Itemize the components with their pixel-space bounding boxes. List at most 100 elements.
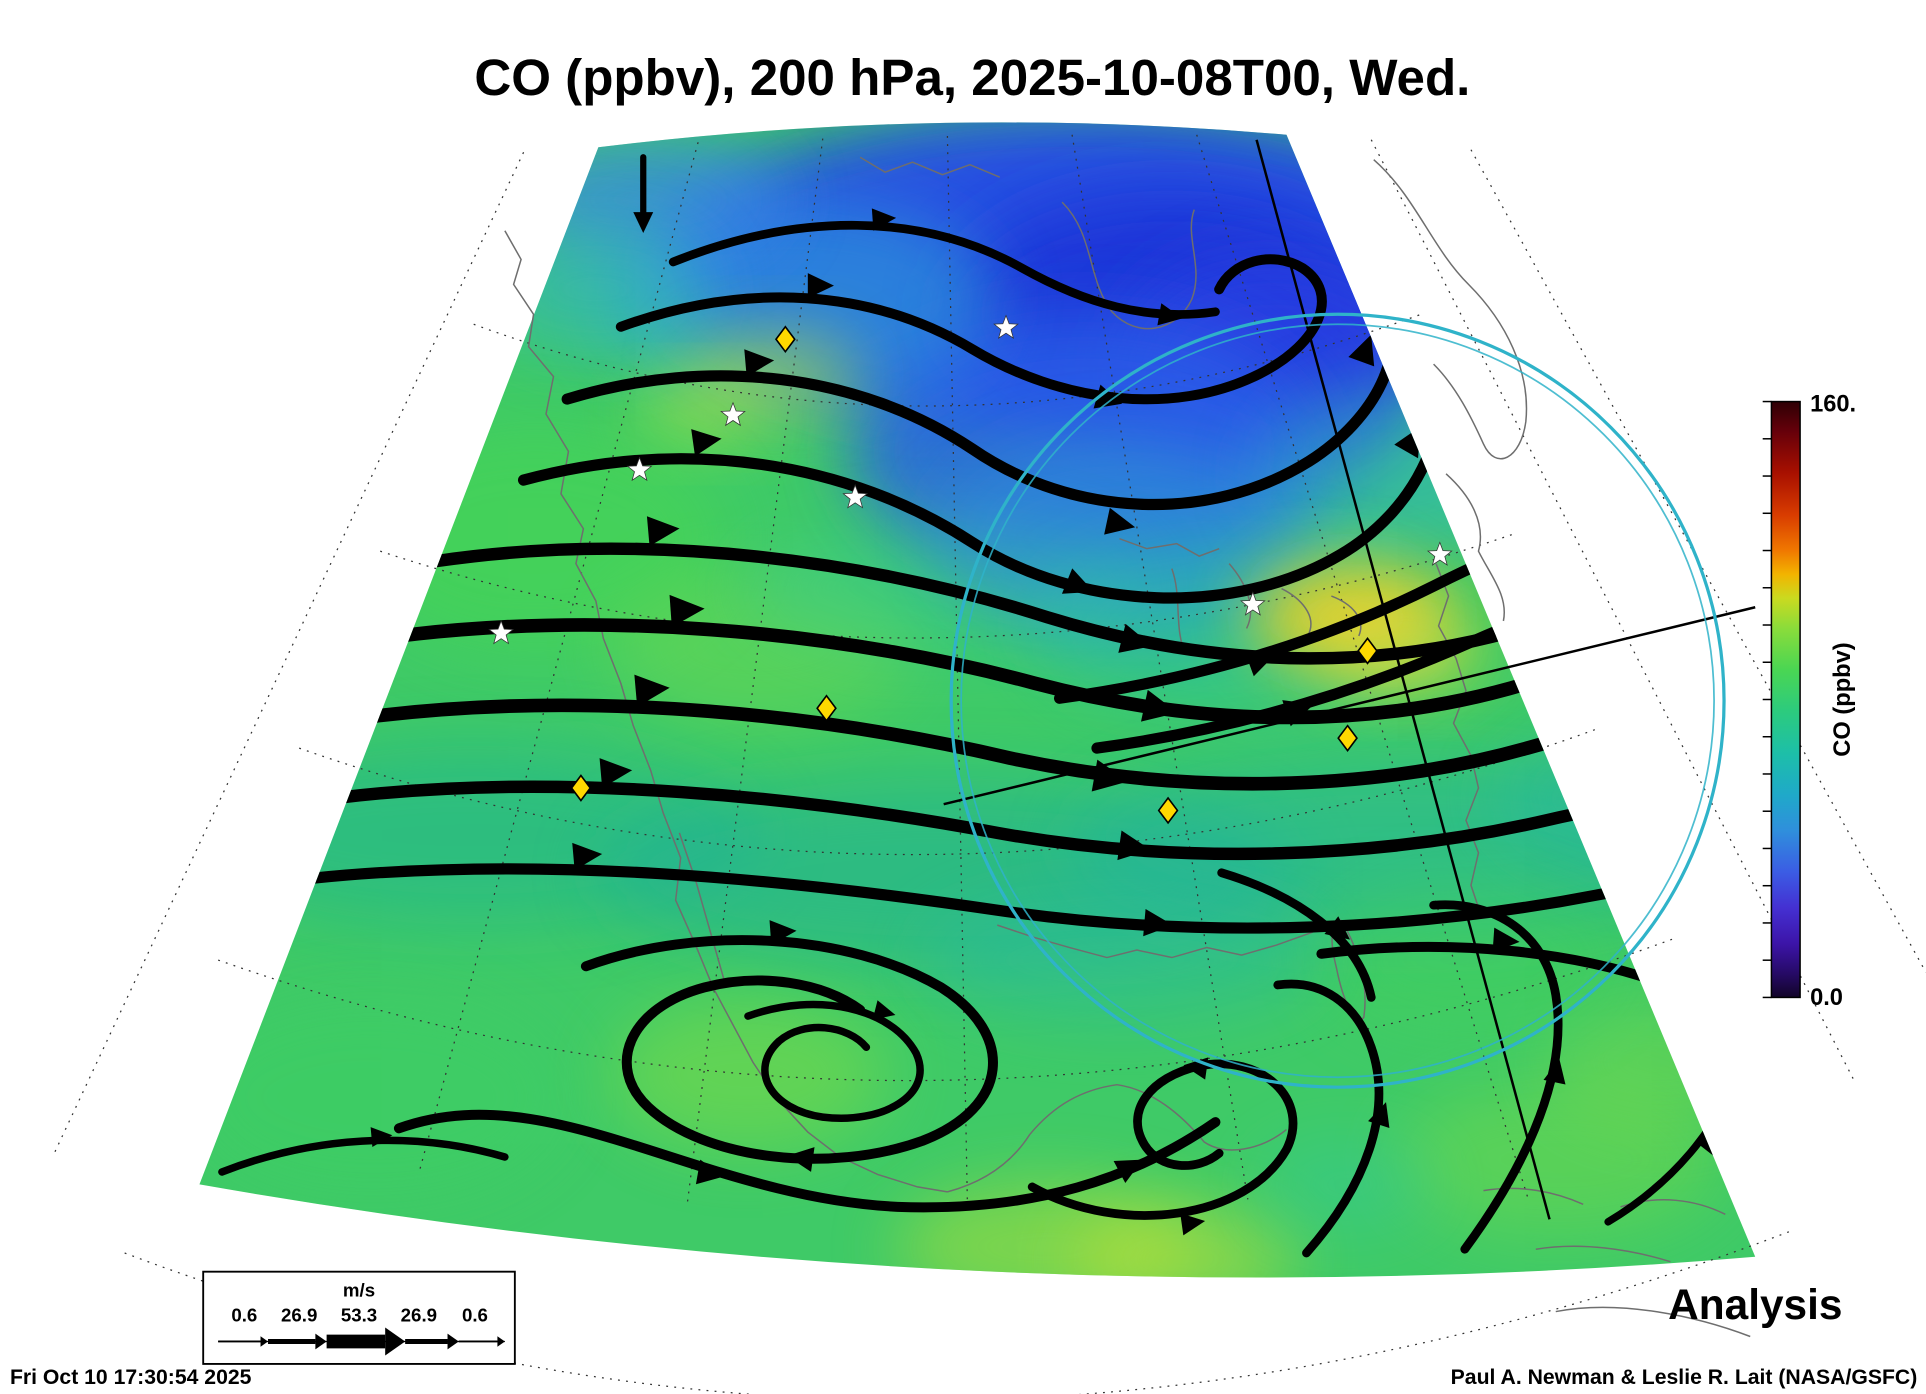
diamond-marker bbox=[1357, 637, 1378, 665]
streamline-arrowhead bbox=[1141, 689, 1178, 722]
wind-legend-units-label: m/s bbox=[343, 1280, 375, 1301]
co-field-blob bbox=[919, 895, 1324, 1025]
streamline-arrowhead bbox=[1348, 334, 1375, 367]
streamline-arrowhead bbox=[1157, 303, 1183, 326]
streamline-arrowhead bbox=[1543, 1059, 1566, 1085]
colorbar-max-label: 160. bbox=[1810, 392, 1856, 418]
streamline bbox=[744, 1000, 924, 1122]
coastline bbox=[678, 832, 727, 986]
streamline-arrowhead bbox=[1324, 916, 1350, 940]
coastline bbox=[1281, 587, 1312, 634]
streamline-arrowhead bbox=[744, 349, 775, 377]
streamline-arrowhead bbox=[599, 758, 633, 788]
colorbar-bar bbox=[1762, 400, 1801, 999]
track-overlays bbox=[943, 139, 1756, 1220]
streamline-arrowhead bbox=[807, 273, 834, 299]
star-marker bbox=[1426, 541, 1453, 566]
wind-legend-arrowhead bbox=[260, 1336, 269, 1347]
streamline-arrowhead bbox=[691, 429, 722, 457]
streamline-arrowhead bbox=[1143, 908, 1174, 937]
coastline bbox=[1435, 563, 1482, 916]
streamline-arrowhead bbox=[871, 208, 897, 231]
colorbar-axis-title: CO (ppbv) bbox=[1830, 642, 1856, 756]
meridian-line bbox=[54, 151, 525, 1153]
streamline-arrowhead bbox=[646, 516, 680, 547]
streamline-arrowhead bbox=[786, 1147, 815, 1172]
diamond-marker bbox=[570, 774, 592, 802]
streamline-arrowhead bbox=[634, 674, 670, 707]
coastline bbox=[1373, 159, 1528, 460]
meridian-line bbox=[686, 138, 824, 1207]
parallel-line bbox=[217, 937, 1677, 1082]
coastline bbox=[859, 156, 1001, 178]
coastline bbox=[997, 919, 1342, 959]
great-circle-track-line bbox=[943, 606, 1756, 806]
wind-legend-speed-4: 0.6 bbox=[462, 1305, 488, 1326]
streamline-arrowhead bbox=[1118, 623, 1153, 653]
streamline-arrowhead bbox=[1113, 1159, 1143, 1183]
range-circle bbox=[949, 312, 1726, 1089]
coastline bbox=[1061, 201, 1197, 330]
coastline bbox=[1445, 473, 1506, 622]
diamond-marker bbox=[1157, 796, 1179, 825]
streamline bbox=[580, 935, 998, 1164]
streamline bbox=[1429, 900, 1563, 1254]
streamline bbox=[218, 1136, 509, 1176]
star-marker bbox=[993, 314, 1019, 339]
streamline bbox=[1273, 979, 1384, 1258]
credit-text: Paul A. Newman & Leslie R. Lait (NASA/GS… bbox=[1451, 1366, 1918, 1389]
parallel-line bbox=[380, 533, 1515, 639]
streamline-arrowhead bbox=[1492, 927, 1520, 953]
meridian-line bbox=[1071, 134, 1249, 1200]
co-field-blob bbox=[1256, 1139, 1437, 1230]
streamline bbox=[517, 368, 1444, 604]
wind-legend-speed-2: 53.3 bbox=[341, 1305, 377, 1326]
chart-title: CO (ppbv), 200 hPa, 2025-10-08T00, Wed. bbox=[474, 49, 1470, 106]
colorbar-gradient bbox=[1770, 400, 1801, 999]
streamline-arrowhead bbox=[1244, 650, 1277, 677]
streamline-arrowhead bbox=[370, 1127, 393, 1147]
star-marker bbox=[1239, 591, 1266, 616]
wind-speed-legend-arrows bbox=[202, 1270, 516, 1365]
streamline-arrowhead bbox=[769, 920, 797, 946]
creation-timestamp: Fri Oct 10 17:30:54 2025 bbox=[10, 1366, 252, 1389]
diamond-marker bbox=[1337, 724, 1358, 752]
wind-legend-arrowhead bbox=[385, 1327, 406, 1356]
coastline bbox=[1331, 595, 1362, 637]
coastline bbox=[1119, 537, 1220, 557]
star-marker bbox=[720, 401, 746, 427]
streamline-arrowhead bbox=[572, 842, 603, 871]
wind-legend-speed-1: 26.9 bbox=[281, 1305, 317, 1326]
co-field-blob bbox=[1069, 1206, 1299, 1278]
streamline bbox=[1027, 1059, 1298, 1220]
co-field-blob bbox=[630, 381, 761, 447]
wind-legend-box bbox=[202, 1270, 516, 1365]
star-marker bbox=[626, 456, 653, 482]
wind-legend-arrowhead bbox=[315, 1333, 327, 1350]
streamline-arrowhead bbox=[1104, 507, 1136, 535]
streamline-arrowhead bbox=[1368, 1102, 1390, 1129]
star-marker bbox=[488, 619, 514, 645]
streamline-arrowhead bbox=[1061, 568, 1094, 594]
wind-speed-legend: m/s 0.6 26.9 53.3 26.9 0.6 bbox=[202, 1270, 516, 1365]
streamline bbox=[668, 220, 1220, 319]
range-circle-inner bbox=[960, 323, 1715, 1079]
streamline-arrowhead bbox=[1180, 1213, 1206, 1236]
wind-legend-arrowhead bbox=[447, 1333, 459, 1350]
streamline-arrowhead bbox=[1117, 830, 1151, 861]
coastlines bbox=[504, 156, 1751, 1338]
streamline-arrowhead bbox=[1093, 384, 1123, 409]
diamond-marker bbox=[774, 325, 796, 354]
analysis-label: Analysis bbox=[1668, 1281, 1842, 1328]
wind-legend-arrowhead bbox=[497, 1336, 505, 1347]
coastline bbox=[1228, 563, 1252, 629]
station-markers bbox=[488, 314, 1453, 825]
streamline bbox=[615, 254, 1327, 405]
wind-legend-speed-0: 0.6 bbox=[231, 1305, 257, 1326]
streamline-arrowhead bbox=[669, 594, 705, 628]
diamond-marker bbox=[816, 694, 837, 723]
coastline bbox=[1555, 1306, 1751, 1338]
streamline-arrowhead bbox=[1091, 759, 1129, 792]
streamline bbox=[1217, 868, 1376, 1002]
